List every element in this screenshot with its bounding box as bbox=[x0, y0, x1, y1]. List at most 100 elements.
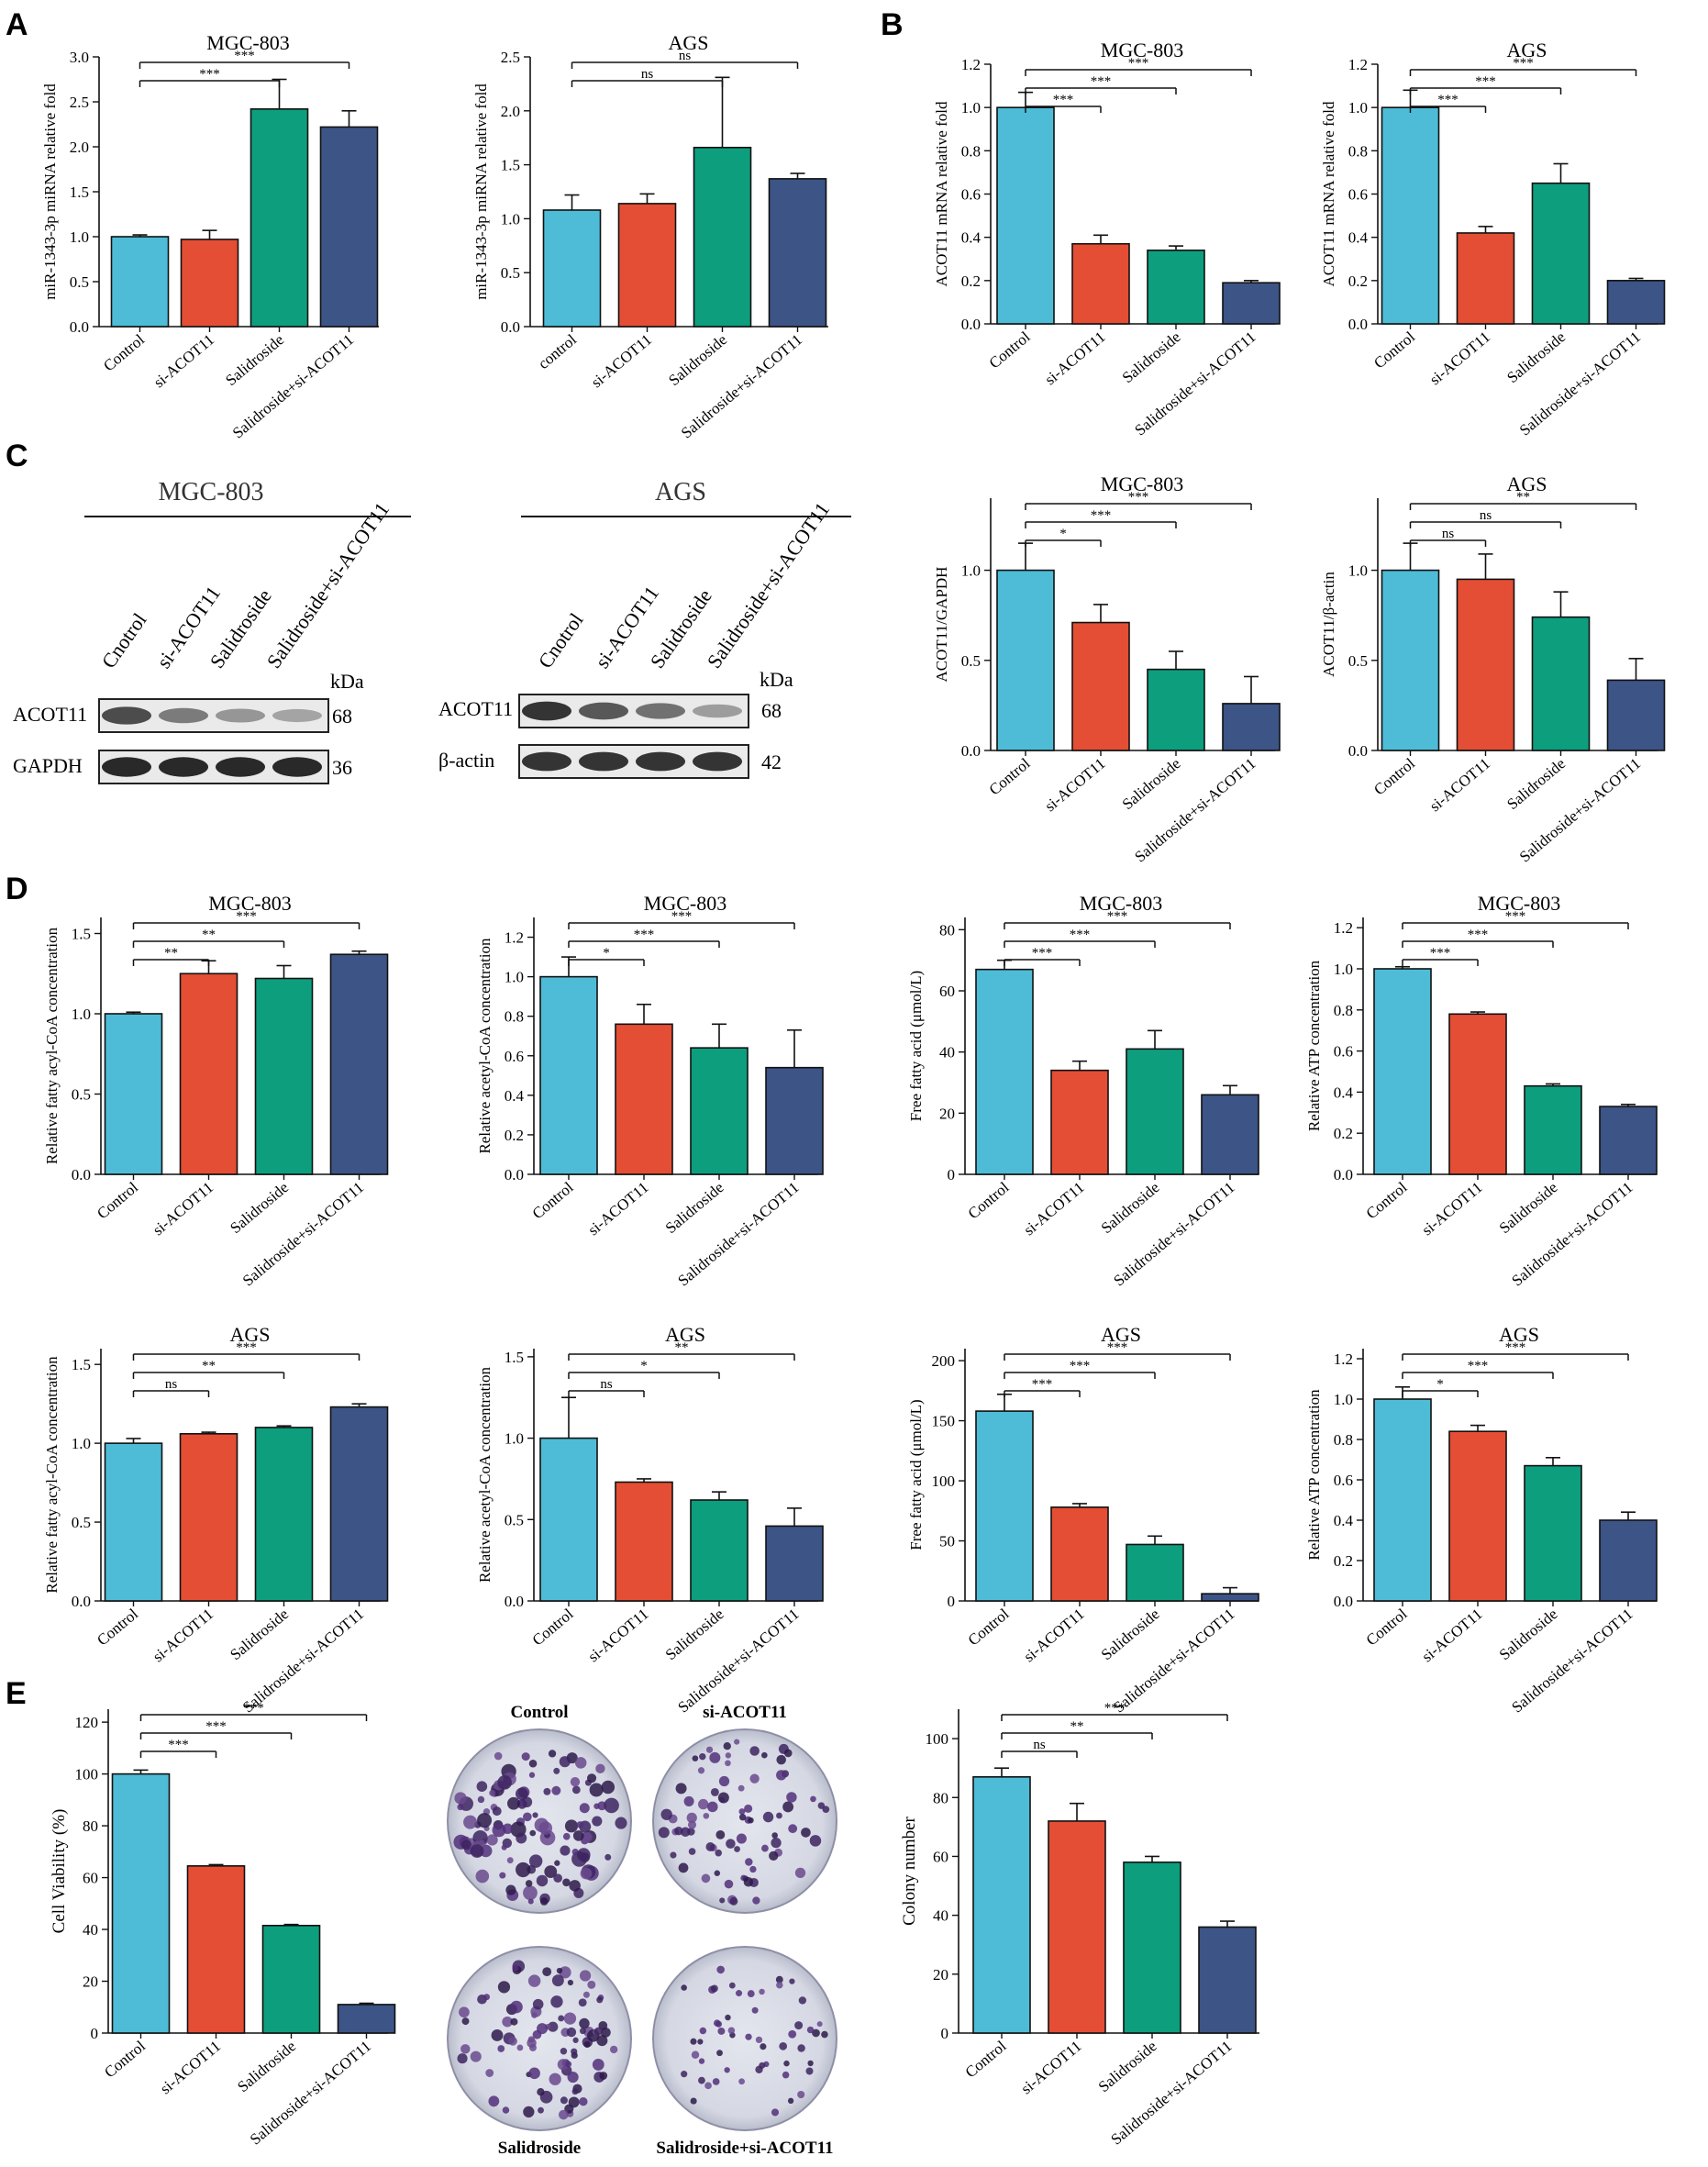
y-tick-label: 0.4 bbox=[1334, 1512, 1354, 1529]
colony-dot bbox=[537, 2023, 549, 2035]
y-tick-label: 120 bbox=[75, 1714, 99, 1731]
colony-dot bbox=[589, 1783, 604, 1797]
colony-dot bbox=[719, 1796, 726, 1803]
colony-dot bbox=[477, 1813, 493, 1828]
colony-dot bbox=[761, 1751, 768, 1759]
colony-label: Salidroside bbox=[498, 2139, 581, 2158]
colony-dot bbox=[497, 1775, 512, 1790]
colony-dot bbox=[681, 1984, 687, 1991]
colony-dot bbox=[583, 2040, 591, 2049]
y-tick-label: 0.5 bbox=[505, 1511, 524, 1528]
colony-dot bbox=[554, 1860, 560, 1866]
x-tick-label: Salidroside bbox=[662, 1606, 727, 1664]
y-axis-label: Colony number bbox=[900, 1816, 919, 1925]
colony-dot bbox=[699, 1752, 706, 1761]
colony-dot bbox=[512, 1964, 519, 1972]
colony-dot bbox=[738, 1814, 747, 1821]
colony-dot bbox=[477, 1795, 485, 1804]
colony-dot bbox=[782, 1801, 794, 1813]
colony-dot bbox=[734, 1846, 740, 1852]
colony-dot bbox=[516, 1832, 527, 1844]
colony-dot bbox=[516, 2044, 524, 2051]
y-tick-label: 0.5 bbox=[72, 1086, 91, 1104]
protein-band bbox=[216, 708, 265, 723]
colony-dish bbox=[652, 1946, 837, 2131]
bar bbox=[996, 569, 1055, 751]
colony-dot bbox=[691, 2050, 700, 2059]
y-tick-label: 0.0 bbox=[961, 316, 981, 333]
x-tick-label: Control bbox=[529, 1605, 577, 1649]
colony-dot bbox=[681, 2071, 688, 2078]
x-tick-label: Control bbox=[1363, 1178, 1411, 1222]
x-tick-label: Salidroside+si-ACOT11 bbox=[247, 2038, 374, 2149]
bar bbox=[1531, 616, 1591, 751]
colony-dot bbox=[725, 2014, 731, 2021]
y-tick-label: 1.0 bbox=[72, 1435, 91, 1452]
bar bbox=[1381, 569, 1440, 751]
colony-dot bbox=[572, 1830, 584, 1841]
band-label: ACOT11 bbox=[438, 697, 513, 720]
colony-dot bbox=[459, 2006, 470, 2018]
x-tick-label: Control bbox=[100, 330, 148, 374]
colony-dot bbox=[566, 2027, 577, 2038]
x-tick-label: Salidroside bbox=[1503, 755, 1569, 814]
y-tick-label: 0.2 bbox=[1348, 272, 1368, 290]
colony-dot bbox=[812, 2028, 820, 2038]
chart-11: AGS 0.0 0.5 1.0 1.5 Relative acetyl-CoA conce… bbox=[476, 1323, 824, 1717]
panel-label-b: B bbox=[881, 7, 904, 42]
significance-label: *** bbox=[199, 67, 220, 82]
colony-dot bbox=[783, 2060, 790, 2067]
colony-dot bbox=[505, 1884, 516, 1895]
y-tick-label: 20 bbox=[83, 1973, 98, 1991]
colony-dot bbox=[794, 1867, 806, 1879]
colony-dot bbox=[715, 1829, 726, 1839]
colony-dot bbox=[532, 1812, 538, 1818]
x-tick-label: Salidroside+si-ACOT11 bbox=[1110, 1606, 1237, 1717]
x-tick-label: Salidroside+si-ACOT11 bbox=[229, 331, 357, 442]
y-tick-label: 1.5 bbox=[72, 1356, 91, 1373]
colony-dot bbox=[670, 1851, 677, 1859]
bar bbox=[615, 1023, 673, 1175]
colony-dot bbox=[745, 1858, 753, 1866]
bar bbox=[765, 1066, 824, 1175]
colony-dot bbox=[501, 1844, 507, 1850]
colony-dot bbox=[734, 1739, 740, 1745]
colony-dot bbox=[705, 1746, 714, 1753]
colony-dot bbox=[736, 1833, 747, 1844]
significance-label: *** bbox=[1505, 1340, 1526, 1355]
colony-dot bbox=[528, 1759, 538, 1768]
colony-dot bbox=[502, 2016, 513, 2028]
colony-dot bbox=[715, 2020, 723, 2028]
significance-label: ** bbox=[202, 1359, 216, 1373]
kda-label: kDa bbox=[760, 668, 793, 691]
bar bbox=[319, 126, 379, 328]
colony-dot bbox=[553, 1767, 560, 1774]
colony-dot bbox=[600, 2027, 611, 2038]
significance-label: *** bbox=[243, 1701, 264, 1716]
y-tick-label: 40 bbox=[83, 1921, 98, 1939]
x-tick-label: si-ACOT11 bbox=[584, 1179, 651, 1239]
colony-dot bbox=[710, 1984, 718, 1993]
colony-dot bbox=[507, 1796, 520, 1810]
colony-dot bbox=[548, 1750, 557, 1758]
bar bbox=[1201, 1094, 1259, 1175]
bar bbox=[693, 146, 752, 328]
bar bbox=[1373, 968, 1432, 1175]
significance-label: *** bbox=[671, 909, 693, 924]
colony-dot bbox=[578, 1998, 587, 2007]
significance-label: ns bbox=[679, 49, 692, 63]
bar bbox=[186, 1865, 246, 2034]
lane-label: Cnotrol bbox=[97, 608, 151, 672]
x-tick-label: Salidroside+si-ACOT11 bbox=[239, 1179, 367, 1290]
significance-label: *** bbox=[1437, 93, 1458, 107]
colony-dot bbox=[454, 1792, 467, 1805]
colony-dot bbox=[460, 2044, 471, 2054]
significance-label: * bbox=[1059, 527, 1067, 541]
colony-dot bbox=[516, 1861, 531, 1878]
colony-dot bbox=[709, 1751, 721, 1763]
y-tick-label: 1.0 bbox=[501, 210, 520, 228]
colony-dot bbox=[502, 2106, 510, 2114]
protein-band bbox=[272, 757, 322, 777]
x-tick-label: Control bbox=[1363, 1605, 1411, 1649]
x-tick-label: Salidroside bbox=[1119, 755, 1184, 814]
